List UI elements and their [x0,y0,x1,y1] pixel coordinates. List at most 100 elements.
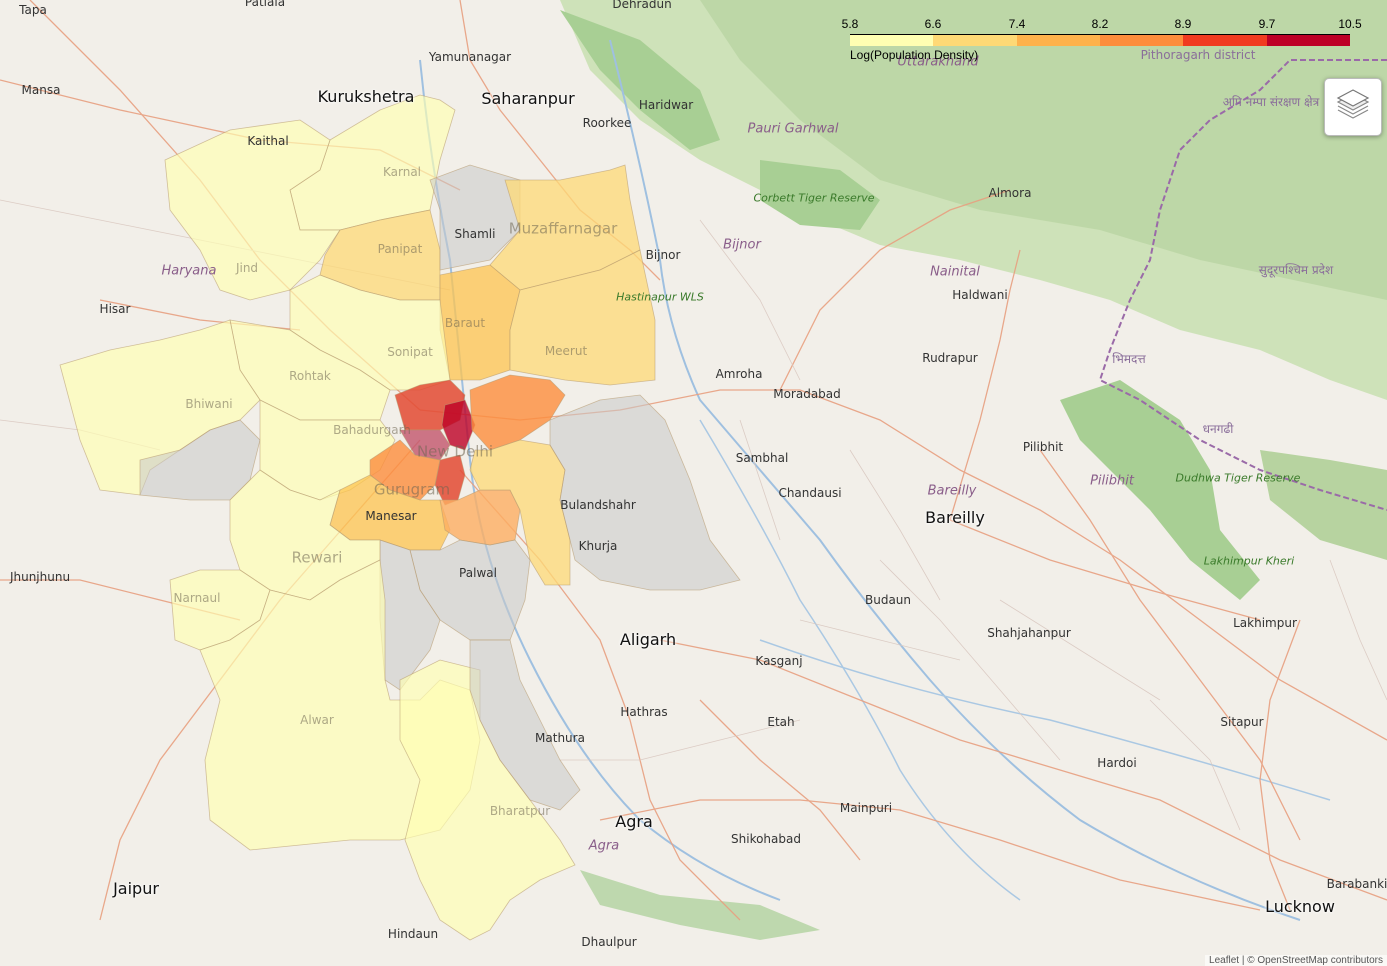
map-label-protected: Lakhimpur Kheri [1203,554,1295,568]
map-label-districts: Bhiwani [185,397,233,411]
map-label-cities: Lucknow [1265,897,1335,916]
map-label-districts: Narnaul [173,591,221,605]
map-label-towns: Sitapur [1220,715,1264,729]
map-label-foreign: धनगढी [1202,422,1234,436]
map-label-towns: Lakhimpur [1233,616,1297,630]
map-label-districts: Rohtak [289,369,331,383]
map-label-regions: Pilibhit [1090,473,1134,489]
map-label-districts: Panipat [377,242,423,256]
map-label-towns: Manesar [365,509,417,523]
map-label-cities: Bareilly [925,508,985,527]
map-label-towns: Hathras [620,705,668,719]
legend-tick: 5.8 [841,17,859,31]
map-label-districts: Bharatpur [489,804,551,818]
map-label-towns: Amroha [715,367,763,381]
legend-tick: 6.6 [924,17,942,31]
legend-color-swatch [1266,34,1350,46]
map-label-towns: Bijnor [645,248,681,262]
map-label-towns: Dehradun [612,0,672,11]
map-label-cities: Agra [615,812,653,831]
legend-tick: 7.4 [1008,17,1026,31]
map-label-cities: Jaipur [113,879,159,898]
legend-tick: 8.2 [1091,17,1109,31]
map-label-towns: Bulandshahr [560,498,636,512]
map-label-districts: Gurugram [373,480,451,499]
map-label-regions: Haryana [161,263,217,279]
map-label-foreign: अपि नम्पा संरक्षण क्षेत्र [1222,95,1320,109]
map-label-regions: Nainital [930,264,980,280]
map-label-towns: Mathura [535,731,585,745]
map-label-protected: Hastinapur WLS [616,290,704,304]
map-label-towns: Almora [988,186,1032,200]
map-label-towns: Dhaulpur [581,935,637,949]
district-meerut [509,249,656,386]
map-label-towns: Budaun [864,593,912,607]
map-label-towns: Mainpuri [839,801,893,815]
map-label-towns: Kasganj [755,654,803,668]
legend-axis-line [850,34,1350,35]
map-label-towns: Rudrapur [922,351,978,365]
map-label-towns: Roorkee [582,116,632,130]
map-label-towns: Palwal [459,566,497,580]
map-label-towns: Haldwani [952,288,1008,302]
map-label-districts: Alwar [300,713,334,727]
legend-color-swatch [1183,34,1267,46]
map-label-districts: Baraut [444,316,486,330]
map-label-regions: Agra [588,838,620,854]
map-label-districts: Karnal [382,165,422,179]
map-label-regions: Bijnor [723,237,761,253]
map-label-districts: Rewari [291,548,343,567]
map-attribution[interactable]: Leaflet | © OpenStreetMap contributors [1205,955,1387,966]
map-label-towns: Etah [767,715,795,729]
district-faridabad [439,489,521,546]
layers-control-button[interactable] [1324,78,1382,136]
legend-color-swatch [933,34,1017,46]
legend-tick: 10.5 [1338,17,1362,31]
map-label-foreign: सुदूरपश्चिम प्रदेश [1258,263,1334,277]
map-label-foreign: Pithoragarh district [1140,48,1256,62]
map-label-towns: Hindaun [387,927,439,941]
map-label-cities: Aligarh [619,630,677,649]
map-label-districts: Jind [235,261,259,275]
district-charkhi [139,419,261,501]
map-label-towns: Mansa [21,83,61,97]
map-label-towns: Chandausi [778,486,842,500]
map-label-districts: Sonipat [387,345,433,359]
map-label-districts: Meerut [544,344,588,358]
map-label-towns: Pilibhit [1022,440,1064,454]
map-label-protected: Corbett Tiger Reserve [753,191,875,205]
map-label-towns: Shahjahanpur [987,626,1071,640]
legend-tick: 9.7 [1258,17,1276,31]
map-label-towns: Barabanki [1326,877,1387,891]
color-legend: 5.8 6.6 7.4 8.2 8.9 9.7 10.5 Log(Populat… [841,14,1362,66]
map-label-towns: Shamli [454,227,496,241]
district-bulandshahr [549,394,741,591]
map-label-regions: Pauri Garhwal [747,121,839,137]
map-label-towns: Patiala [244,0,286,9]
district-shamli [429,164,521,271]
map-label-towns: Shikohabad [731,832,801,846]
map-label-districts: New Delhi [416,442,494,461]
legend-color-swatch [1099,34,1184,46]
district-gautam [469,439,571,586]
legend-tick: 8.9 [1174,17,1192,31]
map-label-towns: Yamunanagar [428,50,512,64]
map-label-cities: Saharanpur [481,89,575,108]
legend-color-bar [850,34,1350,46]
map-label-regions: Bareilly [927,483,977,499]
map-label-towns: Tapa [19,3,47,17]
map-label-towns: Khurja [578,539,618,553]
map-label-towns: Haridwar [638,98,694,112]
map-label-protected: Dudhwa Tiger Reserve [1175,471,1301,485]
district-west-delhi [399,429,451,461]
map-label-towns: Hisar [99,302,131,316]
map-label-towns: Jhunjhunu [9,570,71,584]
legend-title: Log(Population Density) [850,48,979,62]
legend-color-swatch [850,34,934,46]
map-label-districts: Bahadurgarh [333,423,411,437]
map-label-towns: Kaithal [247,134,289,148]
map-label-regions: Uttarakhand [897,54,979,70]
map-label-towns: Hardoi [1097,756,1137,770]
legend-color-swatch [1016,34,1100,46]
